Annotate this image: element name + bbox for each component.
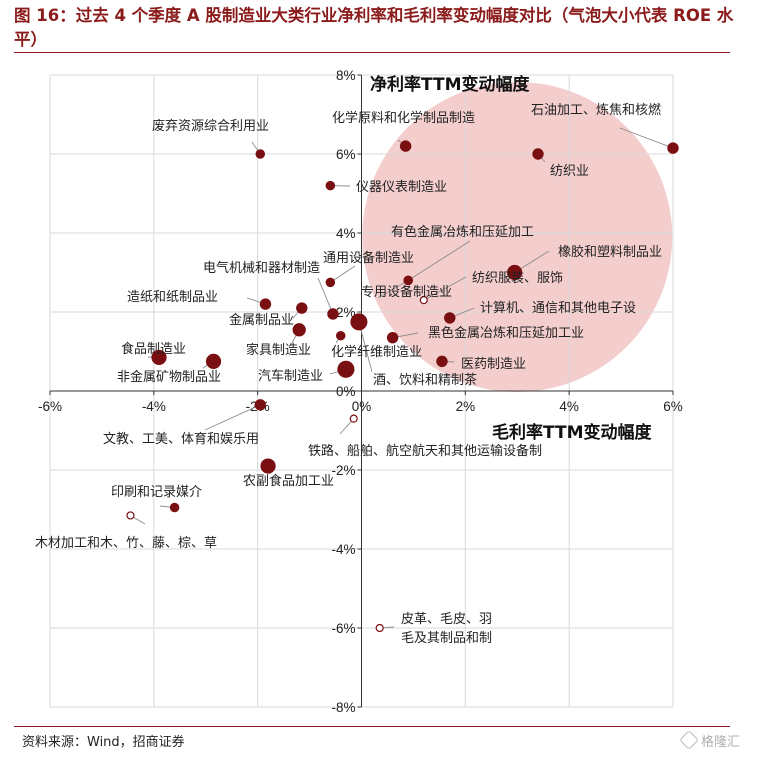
- data-point: [292, 323, 306, 337]
- point-label: 纺织业: [550, 164, 589, 179]
- leader-line: [204, 404, 261, 431]
- x-tick-label: 0%: [352, 399, 372, 414]
- chart-title: 图 16：过去 4 个季度 A 股制造业大类行业净利率和毛利率变动幅度对比（气泡…: [14, 6, 734, 49]
- point-label: 化学纤维制造业: [331, 344, 422, 360]
- y-tick-label: -2%: [331, 463, 355, 478]
- x-tick-label: 4%: [559, 399, 579, 414]
- y-tick-label: 0%: [336, 384, 356, 399]
- point-label: 电气机械和器材制造: [203, 260, 320, 276]
- y-tick-label: 8%: [336, 68, 356, 83]
- y-tick-label: -4%: [331, 542, 355, 557]
- data-point: [325, 277, 336, 288]
- source-note: 资料来源：Wind，招商证券: [22, 735, 185, 750]
- leader-line: [358, 321, 373, 373]
- leader-line: [317, 277, 334, 315]
- point-label: 纺织服装、服饰: [472, 271, 563, 286]
- watermark-logo-icon: [679, 730, 699, 750]
- point-label: 金属制品业: [229, 312, 294, 328]
- point-label: 石油加工、炼焦和核燃: [531, 102, 661, 118]
- data-point: [255, 149, 266, 159]
- point-label: 毛及其制品和制: [401, 631, 492, 646]
- point-label: 医药制造业: [461, 357, 526, 372]
- leader-line: [423, 276, 467, 301]
- highlight-circle: [362, 81, 673, 392]
- data-point: [169, 502, 180, 513]
- point-label: 黑色金属冶炼和压延加工业: [428, 325, 584, 341]
- leader-line: [407, 240, 471, 281]
- point-label: 非金属矿物制品业: [117, 369, 221, 385]
- axes-layer: -6%-4%-2%0%2%4%6%8%6%4%2%0%-2%-4%-6%-8%: [38, 68, 683, 715]
- labels-layer: 废弃资源综合利用业 化学原料和化学制品制造 石油加工、炼焦和核燃纺织业仪器仪表制造业…: [35, 102, 662, 646]
- points-layer: [126, 140, 679, 633]
- data-point: [254, 399, 266, 411]
- x-tick-label: -4%: [142, 399, 166, 414]
- x-tick-label: 6%: [663, 399, 683, 414]
- point-label: 家具制造业: [246, 342, 311, 358]
- point-label: 食品制造业: [121, 341, 186, 357]
- data-point: [259, 298, 272, 310]
- data-point: [507, 264, 523, 281]
- data-point: [325, 180, 336, 191]
- data-point: [337, 360, 355, 378]
- point-label: 酒、饮料和精制茶: [373, 372, 477, 388]
- watermark-text: 格隆汇: [701, 735, 741, 750]
- y-tick-label: 6%: [336, 147, 356, 162]
- point-label: 废弃资源综合利用业: [152, 118, 269, 134]
- data-point: [444, 312, 456, 324]
- data-point: [419, 296, 428, 305]
- point-label: 汽车制造业: [258, 368, 323, 384]
- point-label: 橡胶和塑料制品业: [558, 244, 662, 260]
- data-point: [327, 308, 339, 320]
- point-label: 皮革、毛皮、羽: [401, 612, 492, 627]
- watermark: 格隆汇: [679, 730, 741, 750]
- point-label: 通用设备制造业: [323, 250, 414, 266]
- data-point: [375, 623, 384, 633]
- data-point: [403, 275, 413, 286]
- y-tick-label: -6%: [331, 621, 355, 636]
- y-axis-title: 净利率TTM变动幅度: [370, 74, 530, 95]
- point-label: 印刷和记录媒介: [111, 485, 202, 500]
- leader-line: [619, 127, 674, 149]
- leader-line: [330, 265, 356, 283]
- data-point: [436, 355, 448, 368]
- point-label: 有色金属冶炼和压延加工: [391, 224, 534, 240]
- data-point: [532, 148, 544, 160]
- data-point: [126, 511, 135, 520]
- y-tick-label: 2%: [336, 305, 356, 320]
- point-label: 专用设备制造业: [361, 284, 452, 300]
- x-axis-title: 毛利率TTM变动幅度: [492, 422, 652, 443]
- point-label: 仪器仪表制造业: [356, 180, 447, 195]
- point-label: 文教、工美、体育和娱乐用: [103, 431, 259, 447]
- data-point: [350, 313, 368, 331]
- point-label: 木材加工和木、竹、藤、棕、草: [35, 536, 217, 551]
- point-label: 农副食品加工业: [243, 473, 334, 489]
- point-label: 铁路、船舶、航空航天和其他运输设备制: [308, 443, 542, 459]
- footer-divider: [14, 726, 730, 727]
- data-point: [296, 302, 308, 314]
- x-tick-label: 2%: [456, 399, 476, 414]
- data-point: [386, 331, 399, 344]
- highlight-layer: [362, 81, 673, 392]
- point-label: 造纸和纸制品业: [127, 290, 218, 305]
- data-point: [205, 353, 222, 369]
- y-tick-label: 4%: [336, 226, 356, 241]
- leader-line: [377, 280, 409, 299]
- data-point: [260, 458, 276, 474]
- data-point: [399, 140, 412, 152]
- point-label: 化学原料和化学制品制造: [332, 110, 475, 126]
- y-tick-label: -8%: [331, 700, 355, 715]
- data-point: [335, 330, 346, 341]
- data-point: [667, 142, 679, 154]
- data-point: [151, 349, 167, 366]
- point-label: 计算机、通信和其他电子设: [480, 301, 636, 316]
- x-tick-label: -6%: [38, 399, 62, 414]
- data-point: [349, 414, 358, 423]
- title-divider: [14, 52, 730, 53]
